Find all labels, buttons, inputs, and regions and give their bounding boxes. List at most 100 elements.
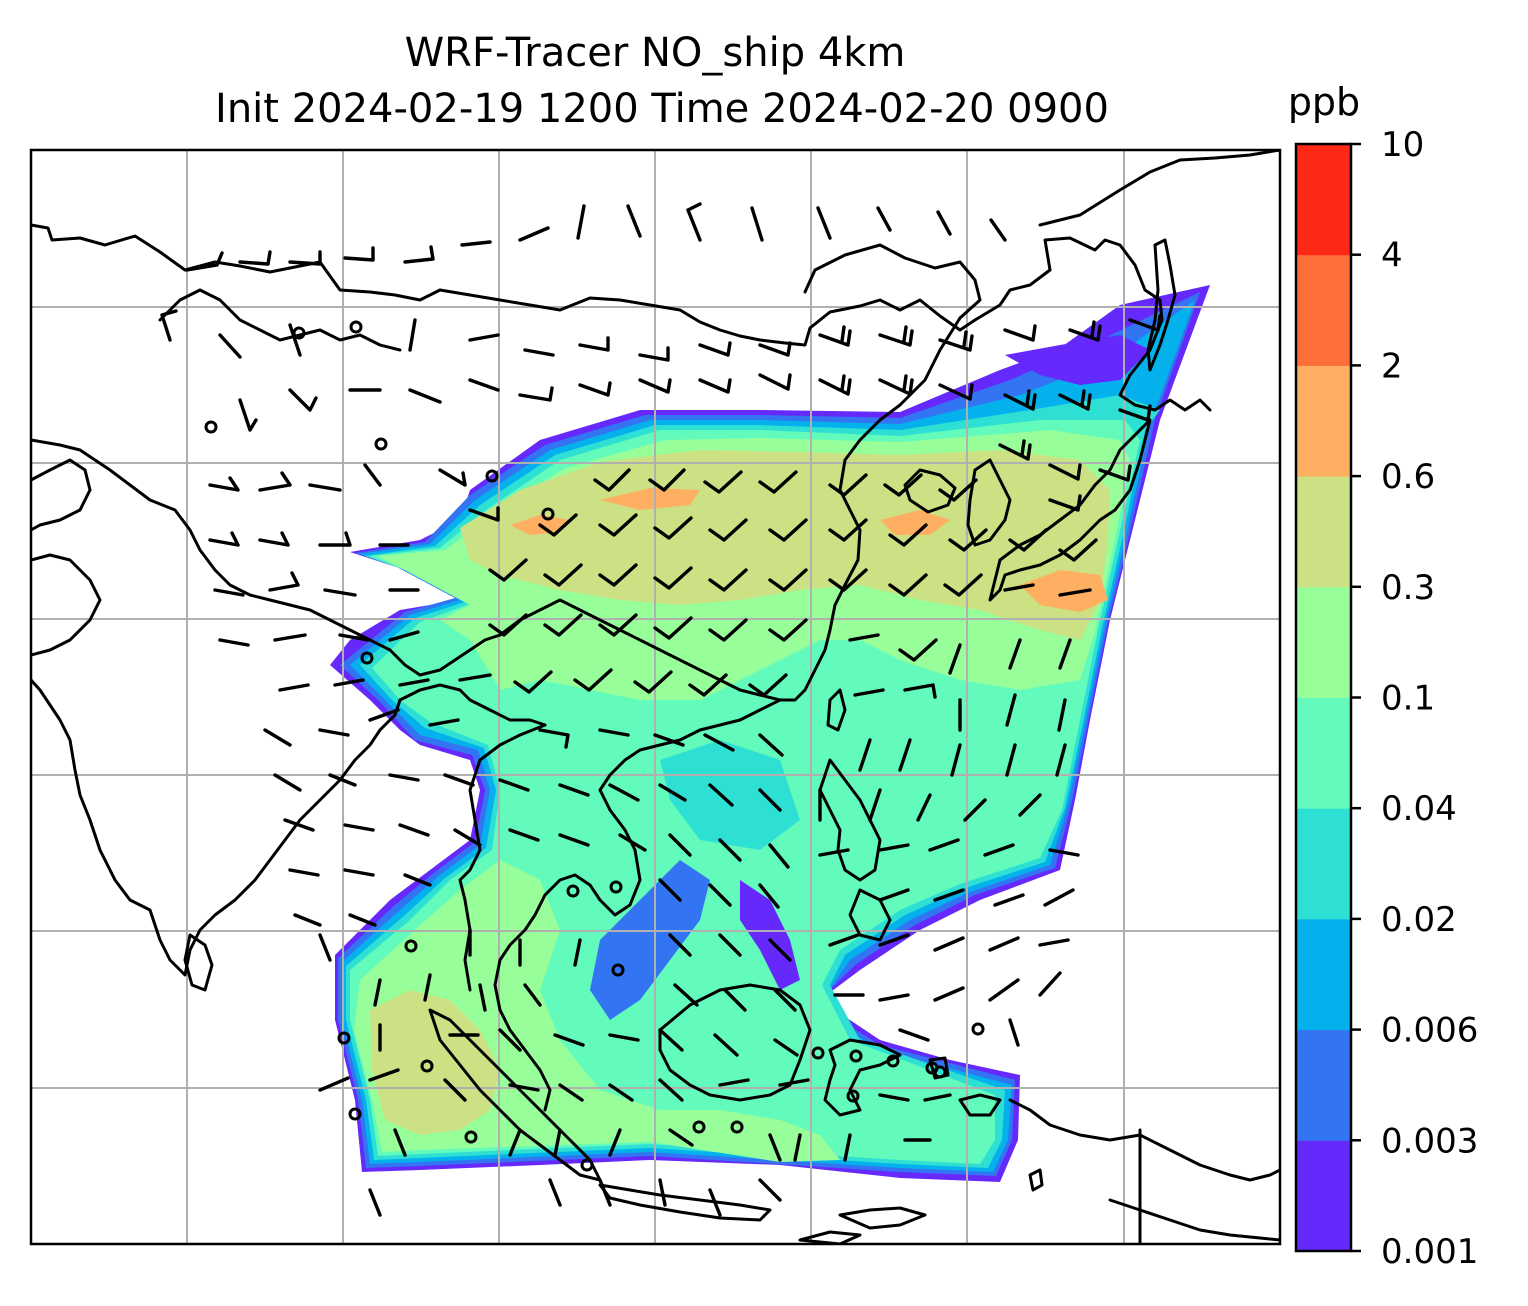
wind-barb [658, 1028, 684, 1052]
wind-barb [668, 933, 692, 957]
wind-barb [703, 733, 735, 752]
colorbar-swatch [1296, 918, 1351, 1031]
wind-barb [318, 933, 332, 962]
wind-barb [688, 673, 728, 697]
wind-barb [950, 743, 962, 777]
wind-barb [578, 336, 610, 352]
wind-barb [208, 476, 240, 492]
field-hotspot-2 [600, 488, 700, 510]
wind-barb [1068, 320, 1102, 342]
wind-barb [828, 568, 868, 592]
wind-barb [708, 518, 748, 542]
calm-marker [337, 1031, 351, 1045]
wind-barb [828, 473, 868, 497]
wind-barb [933, 888, 965, 902]
wind-barb [708, 618, 748, 642]
coast-korea [966, 458, 1012, 547]
coast-small-island-3 [798, 1230, 862, 1244]
calm-marker [846, 1089, 860, 1103]
wind-barb [933, 936, 965, 952]
wind-barb [936, 210, 952, 236]
wind-barb [508, 828, 540, 842]
wind-barb [933, 986, 965, 1002]
wind-barb [438, 468, 467, 487]
calm-marker [566, 884, 580, 898]
wind-barb [758, 883, 780, 909]
wind-barb [278, 683, 310, 692]
wind-barb [983, 843, 1015, 857]
wind-barb [553, 1033, 585, 1047]
wind-barb [1048, 494, 1082, 512]
wind-barb [598, 513, 638, 537]
field-channel-2 [740, 880, 800, 990]
wind-barb [468, 333, 500, 342]
wind-barb [288, 323, 302, 357]
wind-barb [1058, 638, 1072, 670]
wind-barb [818, 374, 852, 396]
wind-barb [293, 913, 322, 927]
wind-barb [818, 848, 850, 857]
wind-barb [1018, 793, 1042, 817]
wind-barb [263, 728, 292, 747]
wind-barb [793, 1133, 802, 1162]
wind-barb [218, 333, 242, 359]
coast-sulawesi [823, 1038, 902, 1117]
wind-barb [323, 588, 357, 597]
calm-marker [360, 651, 374, 665]
calm-markers [204, 320, 985, 1172]
wind-barb [988, 936, 1020, 952]
wind-barb [578, 381, 612, 397]
colorbar-swatch [1296, 1140, 1351, 1252]
wind-barb [333, 678, 365, 687]
wind-barb [668, 833, 692, 857]
coast-small-island-1 [1028, 1168, 1044, 1192]
wind-barb [878, 325, 914, 347]
wind-barb [998, 439, 1032, 461]
calm-marker [730, 1120, 744, 1134]
wind-barb [1048, 463, 1082, 481]
wind-barb [363, 463, 382, 487]
colorbar: 0.001 0.003 0.006 0.02 0.04 0.1 0.3 0.6 2 4 10 ppb [1288, 80, 1479, 1272]
wind-barb [828, 518, 868, 542]
wind-barb [778, 1078, 810, 1087]
wind-barb [443, 773, 475, 787]
wind-barb [478, 983, 487, 1012]
wind-barb [773, 988, 797, 1012]
wind-barb [848, 633, 880, 642]
wind-barb [928, 838, 960, 852]
wind-barb [208, 531, 240, 547]
wind-barb [398, 678, 430, 687]
map-frame [29, 148, 1282, 1246]
wind-barb [443, 1078, 467, 1102]
wind-barb [488, 558, 528, 582]
colorbar-tick-label: 0.003 [1381, 1121, 1478, 1161]
wind-barb [758, 341, 792, 357]
wind-barb [898, 638, 938, 662]
colorbar-tick-label: 10 [1381, 125, 1424, 165]
wind-barb [1058, 389, 1092, 411]
wind-barb [758, 788, 782, 812]
coast-india [31, 678, 402, 977]
wind-barb [1038, 938, 1070, 947]
wind-barb [686, 202, 702, 242]
wind-barb [748, 673, 788, 697]
wind-barb [328, 773, 357, 787]
wind-barb [160, 309, 178, 342]
wind-barb [768, 618, 808, 642]
wind-barb [388, 773, 420, 782]
wind-barb [768, 843, 790, 869]
calm-marker [580, 1158, 594, 1172]
wind-barb [988, 978, 1020, 1002]
colorbar-swatch [1296, 476, 1351, 588]
calm-marker [464, 1130, 478, 1144]
wind-barb [633, 670, 673, 694]
coast-timor [838, 1206, 927, 1230]
wind-barb [288, 868, 320, 877]
wind-barb [718, 1078, 750, 1087]
calm-marker [420, 1059, 434, 1073]
wind-barb [1008, 638, 1022, 670]
colorbar-tick-label: 2 [1381, 346, 1403, 386]
wind-barb [828, 933, 860, 947]
wind-barb [843, 1133, 852, 1162]
